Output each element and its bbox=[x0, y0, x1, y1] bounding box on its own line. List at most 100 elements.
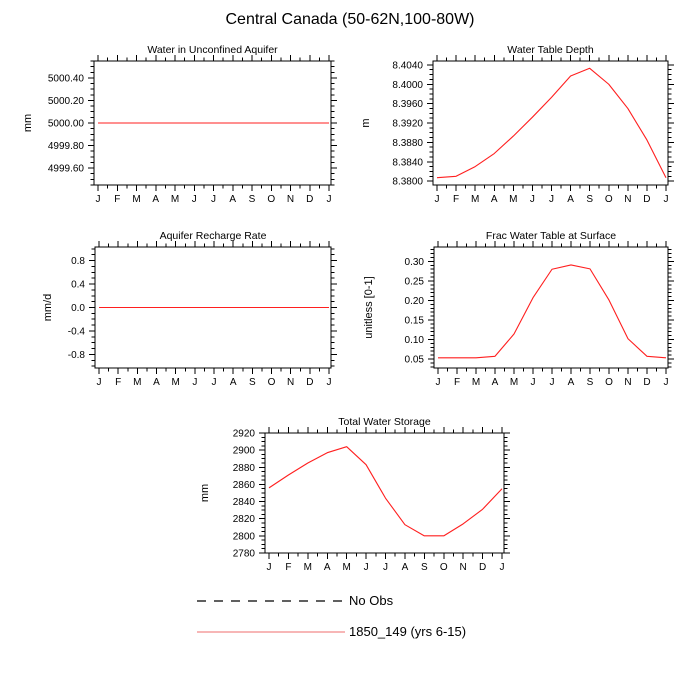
y-axis-unit-label: mm bbox=[199, 484, 211, 502]
y-tick-label: 0.25 bbox=[405, 276, 425, 287]
x-tick-label: J bbox=[96, 194, 101, 205]
x-tick-label: A bbox=[230, 377, 237, 388]
axes bbox=[259, 427, 510, 559]
x-tick-label: D bbox=[643, 377, 650, 388]
x-tick-label: M bbox=[133, 377, 141, 388]
chart-title: Frac Water Table at Surface bbox=[486, 230, 616, 242]
x-tick-label: J bbox=[192, 194, 197, 205]
x-tick-label: M bbox=[471, 194, 479, 205]
x-tick-label: O bbox=[605, 194, 613, 205]
x-tick-label: N bbox=[287, 377, 294, 388]
x-tick-label: A bbox=[492, 377, 499, 388]
x-tick-label: A bbox=[491, 194, 498, 205]
x-tick-label: O bbox=[267, 194, 275, 205]
x-tick-label: D bbox=[643, 194, 650, 205]
x-tick-label: J bbox=[549, 194, 554, 205]
y-tick-label: 8.3840 bbox=[392, 157, 423, 168]
x-tick-label: J bbox=[327, 377, 332, 388]
y-tick-label: 5000.40 bbox=[48, 73, 85, 84]
y-tick-label: 8.3800 bbox=[392, 177, 423, 188]
y-axis-unit-label: unitless [0-1] bbox=[363, 276, 375, 338]
x-tick-label: A bbox=[402, 562, 409, 573]
legend-label-no-obs: No Obs bbox=[349, 593, 394, 608]
y-tick-label: 5000.00 bbox=[48, 119, 85, 130]
x-tick-label: A bbox=[229, 194, 236, 205]
x-tick-label: J bbox=[436, 377, 441, 388]
y-tick-labels: 2780 2800 2820 2840 2860 2880 2900 2920 bbox=[233, 429, 256, 560]
y-tick-label: 0.0 bbox=[71, 303, 85, 314]
y-tick-label: 8.3960 bbox=[392, 99, 423, 110]
x-tick-label: F bbox=[285, 562, 291, 573]
chart-aquifer-recharge-rate: -0.8 -0.4 0.0 0.4 0.8 J F M A M J J A S O N D J Aquifer Re… bbox=[20, 225, 345, 402]
x-tick-label: J bbox=[97, 377, 102, 388]
chart-svg: 4999.60 4999.80 5000.00 5000.20 5000.40 J F M A M… bbox=[22, 44, 337, 205]
series-line bbox=[436, 67, 667, 179]
plot-frame bbox=[264, 432, 505, 554]
x-tick-label: S bbox=[249, 194, 256, 205]
x-tick-label: J bbox=[664, 377, 669, 388]
x-tick-label: N bbox=[624, 194, 631, 205]
y-tick-label: -0.8 bbox=[68, 350, 86, 361]
x-tick-label: D bbox=[306, 377, 313, 388]
chart-title: Total Water Storage bbox=[338, 416, 431, 428]
x-tick-label: S bbox=[421, 562, 428, 573]
chart-frac-water-table-at-surface: 0.05 0.10 0.15 0.20 0.25 0.30 J F M A M J J A S O N D J Fra… bbox=[359, 225, 682, 402]
y-tick-label: 2820 bbox=[233, 514, 256, 525]
y-tick-labels: 8.3800 8.3840 8.3880 8.3920 8.3960 8.4000 8.40… bbox=[392, 60, 423, 187]
x-tick-label: O bbox=[268, 377, 276, 388]
x-tick-label: J bbox=[211, 194, 216, 205]
x-tick-label: M bbox=[472, 377, 480, 388]
y-tick-label: 0.8 bbox=[71, 256, 85, 267]
y-tick-label: 0.15 bbox=[405, 315, 425, 326]
series-line bbox=[268, 446, 503, 537]
y-tick-label: 2900 bbox=[233, 446, 256, 457]
chart-svg: 0.050.100.150.200.250.30J F M A M J J A S O N D JFra… bbox=[363, 230, 674, 388]
figure-title: Central Canada (50-62N,100-80W) bbox=[225, 11, 475, 28]
chart-title: Water Table Depth bbox=[507, 44, 594, 56]
x-tick-label: D bbox=[306, 194, 313, 205]
chart-water-in-unconfined-aquifer: 4999.60 4999.80 5000.00 5000.20 5000.40 J F M A M… bbox=[19, 39, 345, 219]
y-axis-unit-label: mm bbox=[22, 114, 34, 132]
chart-title: Aquifer Recharge Rate bbox=[160, 230, 267, 242]
x-tick-label: M bbox=[304, 562, 312, 573]
y-tick-label: 2880 bbox=[233, 463, 256, 474]
x-tick-label: J bbox=[267, 562, 272, 573]
y-tick-label: 8.3880 bbox=[392, 138, 423, 149]
chart-title: Water in Unconfined Aquifer bbox=[147, 44, 278, 56]
y-axis-unit-label: m bbox=[360, 118, 372, 127]
y-tick-labels: 4999.60 4999.80 5000.00 5000.20 5000.40 bbox=[48, 73, 85, 174]
x-tick-label: M bbox=[342, 562, 350, 573]
axes bbox=[89, 241, 337, 374]
plot-frame bbox=[432, 60, 669, 186]
x-tick-label: O bbox=[440, 562, 448, 573]
y-axis-unit-label: mm/d bbox=[42, 294, 54, 322]
x-tick-label: A bbox=[324, 562, 331, 573]
y-tick-label: 5000.20 bbox=[48, 96, 85, 107]
x-tick-label: A bbox=[567, 194, 574, 205]
x-tick-label: F bbox=[453, 194, 459, 205]
y-tick-label: 0.30 bbox=[405, 257, 425, 268]
x-tick-label: S bbox=[587, 377, 594, 388]
axes bbox=[88, 55, 337, 191]
y-tick-labels: -0.8 -0.4 0.0 0.4 0.8 bbox=[68, 256, 86, 361]
x-tick-label: M bbox=[510, 377, 518, 388]
y-tick-label: 2840 bbox=[233, 497, 256, 508]
x-tick-label: S bbox=[249, 377, 256, 388]
x-tick-label: J bbox=[364, 562, 369, 573]
x-tick-label: M bbox=[171, 194, 179, 205]
chart-water-table-depth: 8.3800 8.3840 8.3880 8.3920 8.3960 8.4000 8.40… bbox=[358, 39, 682, 219]
y-tick-label: 4999.80 bbox=[48, 141, 85, 152]
x-tick-label: N bbox=[287, 194, 294, 205]
y-tick-label: 0.05 bbox=[405, 355, 425, 366]
legend-item-case: 1850_149 (yrs 6-15) bbox=[196, 624, 466, 640]
x-tick-label: M bbox=[509, 194, 517, 205]
x-tick-label: J bbox=[435, 194, 440, 205]
y-tick-label: 0.20 bbox=[405, 296, 425, 307]
no-obs-dashed-line-sample bbox=[197, 600, 345, 602]
